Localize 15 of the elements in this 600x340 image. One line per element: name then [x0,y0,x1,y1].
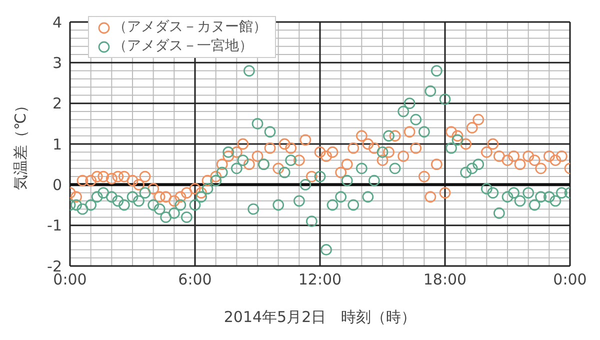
legend-label: （アメダス－カヌー館） [113,18,267,37]
x-tick-label: 0:00 [53,270,87,289]
y-tick-label: -1 [47,216,62,235]
y-tick-label: 3 [52,54,62,72]
y-tick-label: 1 [52,135,62,154]
x-tick-label: 0:00 [553,270,587,289]
x-axis-title: 2014年5月2日 時刻（時） [224,308,416,326]
x-tick-label: 6:00 [178,270,212,289]
legend-label: （アメダス－一宮地） [113,37,253,56]
y-tick-label: 0 [52,176,62,194]
y-tick-label: 2 [52,94,62,113]
x-tick-label: 18:00 [423,270,467,289]
y-tick-label: 4 [52,13,62,32]
y-axis-title: 気温差（℃） [11,98,30,190]
x-tick-label: 12:00 [298,270,342,289]
